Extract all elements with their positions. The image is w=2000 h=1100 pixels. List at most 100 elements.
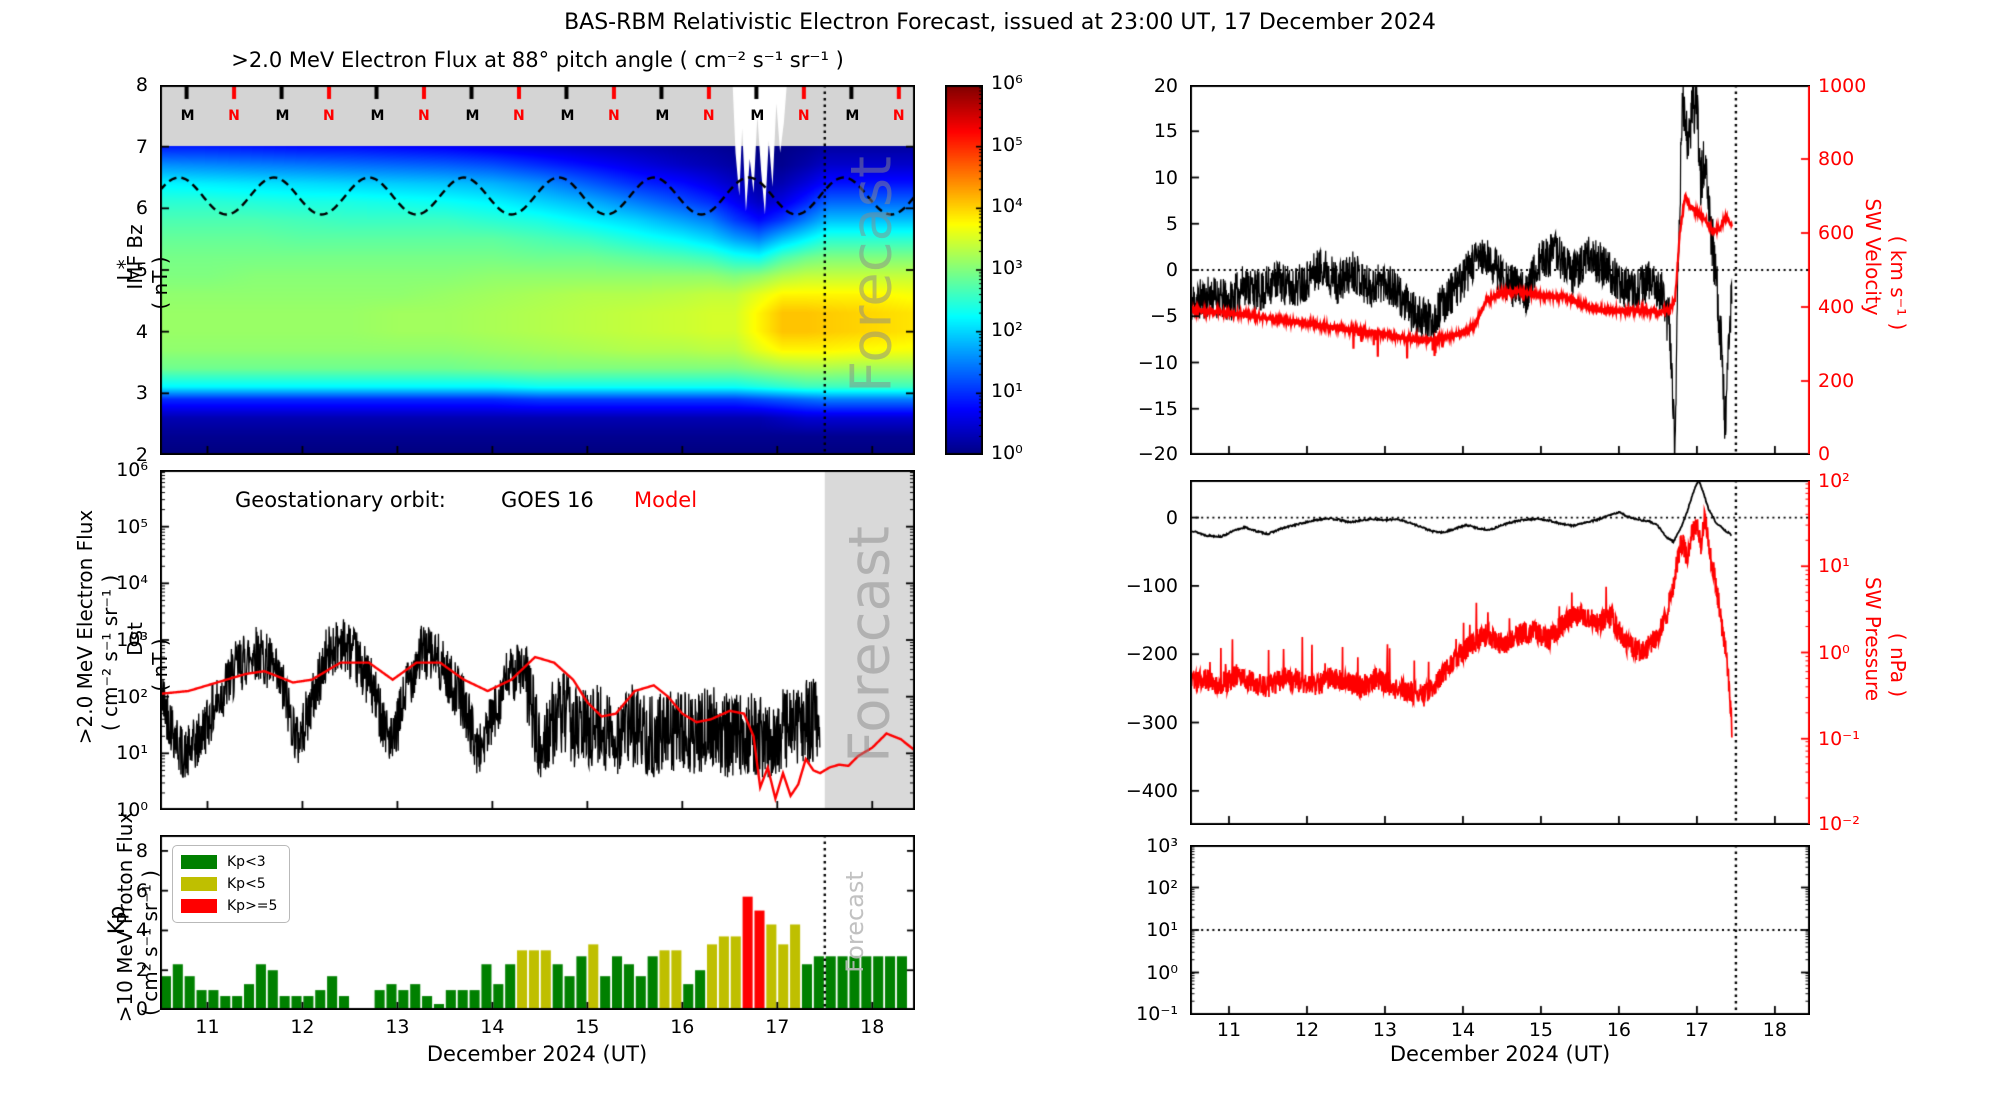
mlt-label: N [512, 108, 525, 124]
l-star-tick: 6 [135, 197, 148, 220]
proton-tick: 10⁰ [1146, 961, 1178, 984]
dst-tick: −300 [1125, 711, 1178, 734]
mlt-label: M [845, 108, 860, 124]
mlt-label: N [797, 108, 810, 124]
dst-pressure-plot [1190, 480, 1810, 825]
x-axis-label-left: December 2024 (UT) [426, 1042, 648, 1066]
date-tick: 13 [385, 1016, 410, 1038]
mlt-label: M [370, 108, 385, 124]
bz-tick: 15 [1153, 120, 1178, 143]
goes-inner-label: Geostationary orbit: [235, 488, 446, 512]
bz-tick: 20 [1153, 75, 1178, 97]
kp-legend-row: Kp>=5 [181, 895, 277, 917]
sw-pressure-tick: 10² [1818, 470, 1850, 492]
bz-tick: −10 [1137, 351, 1178, 374]
sw-velocity-tick: 600 [1818, 222, 1855, 244]
flux-tick: 10⁵ [116, 515, 148, 538]
mlt-label: M [560, 108, 575, 124]
date-tick: 15 [575, 1016, 600, 1038]
date-tick: 11 [195, 1016, 220, 1038]
dst-tick: −100 [1125, 574, 1178, 597]
mlt-label: M [655, 108, 670, 124]
l-star-tick: 2 [135, 444, 148, 466]
flux-tick: 10³ [116, 629, 148, 651]
sw-velocity-tick: 800 [1818, 148, 1855, 170]
proton-tick: 10² [1146, 876, 1178, 899]
sw-pressure-tick: 10⁰ [1818, 641, 1850, 664]
imf-ylabel-line2: ( nT ) [148, 256, 172, 310]
sw-velocity-label-line1: SW Velocity [1861, 198, 1885, 316]
dst-tick: 0 [1165, 506, 1178, 529]
mlt-label: N [892, 108, 905, 124]
date-tick: 17 [1684, 1019, 1709, 1041]
x-axis-label-right: December 2024 (UT) [1389, 1042, 1611, 1066]
proton-tick: 10¹ [1146, 919, 1178, 941]
bz-tick: 10 [1153, 166, 1178, 189]
proton-ylabel-line2: ( cm² s⁻¹ sr⁻¹ ) [138, 870, 162, 1016]
mlt-label: M [275, 108, 290, 124]
colorbar [945, 85, 983, 455]
sw-pressure-tick: 10⁻² [1818, 813, 1860, 835]
sw-pressure-tick: 10⁻¹ [1818, 727, 1860, 750]
sw-velocity-tick: 0 [1818, 443, 1831, 465]
colorbar-tick: 10³ [991, 257, 1023, 279]
date-tick: 12 [1294, 1019, 1320, 1041]
bz-tick: 0 [1165, 259, 1178, 281]
kp-legend-label: Kp<3 [227, 854, 266, 870]
bz-tick: −20 [1137, 443, 1178, 465]
colorbar-tick: 10⁵ [991, 133, 1023, 156]
date-tick: 18 [1762, 1019, 1787, 1041]
mlt-label: M [465, 108, 480, 124]
date-tick: 13 [1372, 1019, 1398, 1041]
kp-tick: 0 [135, 998, 148, 1020]
date-tick: 11 [1216, 1019, 1242, 1041]
sw-pressure-label-line1: SW Pressure [1861, 576, 1885, 702]
goes16-series-label: GOES 16 [501, 488, 594, 512]
date-tick: 15 [1528, 1019, 1554, 1041]
mlt-label: N [228, 108, 240, 124]
sw-velocity-label-line2: ( km s⁻¹ ) [1886, 235, 1910, 331]
kp-tick: 6 [135, 879, 148, 902]
kp-tick: 2 [135, 959, 148, 982]
bz-tick: 5 [1165, 212, 1178, 235]
sw-pressure-tick: 10¹ [1818, 555, 1850, 578]
kp-legend-label: Kp<5 [227, 876, 266, 892]
date-tick: 12 [290, 1016, 315, 1038]
mlt-label: N [702, 108, 715, 124]
bz-tick: −5 [1149, 305, 1178, 328]
forecast-watermark-goes: Forecast [837, 526, 903, 763]
model-series-label: Model [634, 488, 698, 512]
sw-pressure-label-line2: ( nPa ) [1886, 632, 1910, 698]
proton-tick: 10³ [1146, 835, 1178, 857]
l-star-tick: 7 [135, 135, 148, 158]
kp-tick: 8 [135, 839, 148, 862]
kp-legend: Kp<3 Kp<5 Kp>=5 [172, 845, 291, 923]
date-tick: 18 [860, 1016, 885, 1038]
l-star-tick: 4 [135, 320, 148, 343]
colorbar-tick: 10¹ [991, 380, 1023, 403]
date-tick: 16 [1606, 1019, 1632, 1041]
dst-tick: −200 [1125, 643, 1178, 666]
kp-legend-swatch [181, 899, 217, 913]
date-tick: 17 [765, 1016, 790, 1038]
date-tick: 16 [670, 1016, 695, 1038]
flux-tick: 10⁰ [116, 799, 148, 821]
proton-flux-plot [1190, 845, 1810, 1015]
mlt-label: N [607, 108, 620, 124]
date-tick: 14 [1450, 1019, 1476, 1041]
date-tick: 14 [480, 1016, 505, 1038]
mlt-label: N [323, 108, 335, 124]
colorbar-tick: 10⁰ [991, 442, 1023, 464]
mlt-label: M [750, 108, 765, 124]
flux-tick: 10⁴ [116, 572, 148, 595]
kp-tick: 4 [135, 919, 148, 942]
kp-legend-swatch [181, 877, 217, 891]
dst-tick: −400 [1125, 779, 1178, 802]
mlt-label: M [180, 108, 195, 124]
flux-tick: 10² [116, 685, 148, 708]
kp-legend-row: Kp<5 [181, 873, 277, 895]
sw-velocity-tick: 400 [1818, 296, 1855, 318]
forecast-watermark-kp: Forecast [841, 871, 869, 973]
spectrogram-title: >2.0 MeV Electron Flux at 88° pitch angl… [231, 48, 844, 72]
l-star-tick: 8 [135, 74, 148, 96]
